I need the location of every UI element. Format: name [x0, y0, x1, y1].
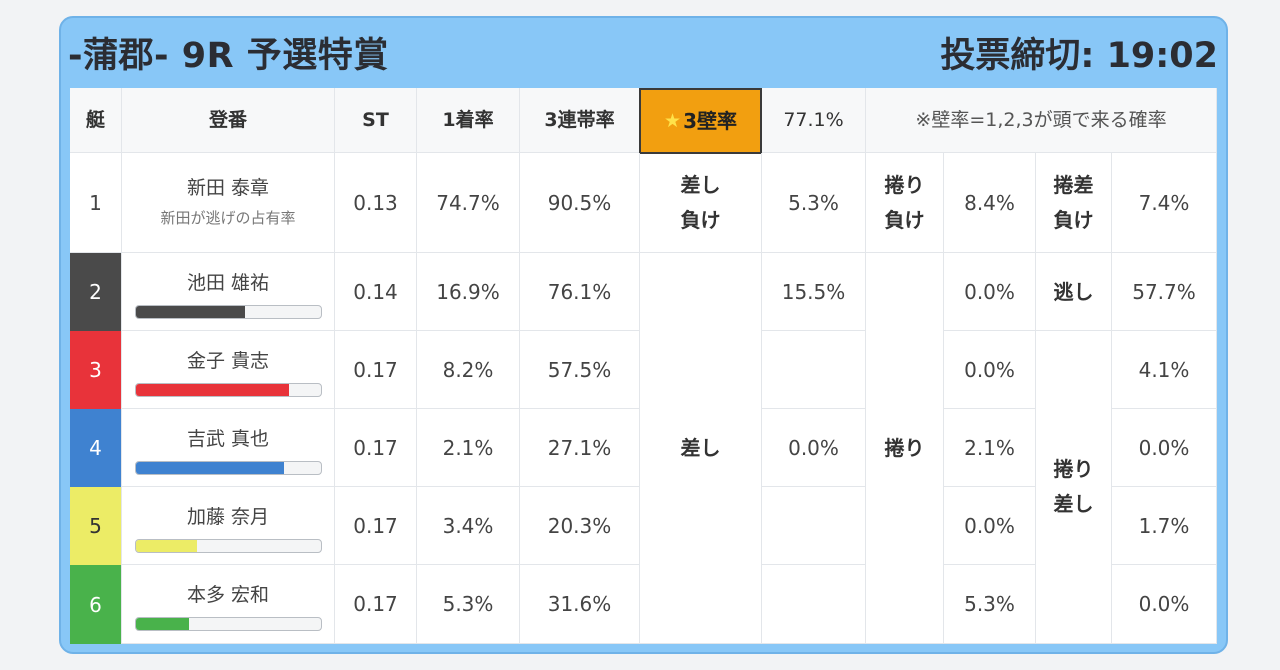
makurizashi-lose-label: 捲差 負け [1036, 153, 1112, 253]
player-name: 池田 雄祐 [186, 272, 270, 294]
win-rate-value: 2.1% [417, 409, 520, 487]
st-value: 0.17 [335, 409, 417, 487]
win-rate-value: 16.9% [417, 253, 520, 331]
player-name: 新田 泰章 [186, 177, 270, 200]
wall-rate-note: ※壁率=1,2,3が頭で来る確率 [866, 88, 1217, 153]
sashi-empty-5 [762, 487, 866, 565]
boat-number-5: 5 [70, 487, 122, 565]
share-bar [134, 538, 322, 553]
col-header-st: ST [335, 88, 417, 153]
boat-number-6: 6 [70, 565, 122, 644]
col-header-boat: 艇 [70, 88, 122, 153]
share-bar-fill [135, 383, 290, 396]
share-bar-fill [135, 539, 197, 552]
boat-number-4: 4 [70, 409, 122, 487]
share-bar [134, 382, 322, 397]
makuri-value-4: 2.1% [944, 409, 1036, 487]
st-value: 0.17 [335, 331, 417, 409]
st-value: 0.14 [335, 253, 417, 331]
sashi-empty-3 [762, 331, 866, 409]
win-rate-value: 3.4% [417, 487, 520, 565]
player-cell-3: 金子 貴志 [122, 331, 335, 409]
boat-number-1: 1 [70, 153, 122, 253]
top3-rate-value: 31.6% [520, 565, 640, 644]
nige-label: 逃し [1036, 253, 1112, 331]
voting-deadline: 投票締切: 19:02 [940, 36, 1218, 76]
makuri-value-3: 0.0% [944, 331, 1036, 409]
makuri-lose-label: 捲り 負け [866, 153, 944, 253]
makurizashi-value-4: 0.0% [1112, 409, 1217, 487]
player-name: 金子 貴志 [186, 350, 270, 372]
nige-value: 57.7% [1112, 253, 1217, 331]
share-bar-fill [135, 617, 190, 630]
win-rate-value: 8.2% [417, 331, 520, 409]
wall-rate-value: 77.1% [762, 88, 866, 153]
st-value: 0.17 [335, 487, 417, 565]
top3-rate-value: 76.1% [520, 253, 640, 331]
deadline-time: 19:02 [1106, 36, 1218, 76]
share-bar [134, 304, 322, 319]
makuri-value-2: 0.0% [944, 253, 1036, 331]
boat-number-3: 3 [70, 331, 122, 409]
player-cell-1: 新田 泰章 新田が逃げの占有率 [122, 153, 335, 253]
sashi-value-4: 0.0% [762, 409, 866, 487]
player-cell-6: 本多 宏和 [122, 565, 335, 644]
col-header-win-rate: 1着率 [417, 88, 520, 153]
star-icon: ★ [664, 109, 682, 132]
makurizashi-value-3: 4.1% [1112, 331, 1217, 409]
st-value: 0.13 [335, 153, 417, 253]
escape-share-label: 新田が逃げの占有率 [160, 209, 296, 228]
sashi-lose-value: 5.3% [762, 153, 866, 253]
makurizashi-label: 捲り 差し [1036, 331, 1112, 644]
race-title: -蒲郡- 9R 予選特賞 [68, 36, 389, 76]
st-value: 0.17 [335, 565, 417, 644]
boat-number-2: 2 [70, 253, 122, 331]
share-bar-fill [135, 305, 245, 318]
sashi-lose-label: 差し 負け [640, 153, 762, 253]
share-bar [134, 460, 322, 475]
makurizashi-value-5: 1.7% [1112, 487, 1217, 565]
sashi-value-2: 15.5% [762, 253, 866, 331]
top3-rate-value: 57.5% [520, 331, 640, 409]
player-cell-4: 吉武 真也 [122, 409, 335, 487]
deadline-label: 投票締切: [940, 36, 1095, 76]
player-cell-5: 加藤 奈月 [122, 487, 335, 565]
race-table: 艇 登番 ST 1着率 3連帯率 ★ 3壁率 77.1% ※壁率=1,2,3が頭で… [70, 88, 1217, 644]
player-name: 加藤 奈月 [186, 506, 270, 528]
player-cell-2: 池田 雄祐 [122, 253, 335, 331]
win-rate-value: 5.3% [417, 565, 520, 644]
makuri-value-6: 5.3% [944, 565, 1036, 644]
player-name: 吉武 真也 [186, 428, 270, 450]
col-header-player: 登番 [122, 88, 335, 153]
makuri-label: 捲り [866, 253, 944, 644]
makuri-value-5: 0.0% [944, 487, 1036, 565]
sashi-empty-6 [762, 565, 866, 644]
share-bar [134, 616, 322, 631]
col-header-top3-rate: 3連帯率 [520, 88, 640, 153]
wall-rate-header: ★ 3壁率 [639, 88, 762, 154]
wall-rate-label: 3壁率 [683, 109, 737, 133]
top3-rate-value: 20.3% [520, 487, 640, 565]
makurizashi-value-6: 0.0% [1112, 565, 1217, 644]
share-bar-fill [135, 461, 284, 474]
win-rate-value: 74.7% [417, 153, 520, 253]
makuri-lose-value: 8.4% [944, 153, 1036, 253]
top3-rate-value: 90.5% [520, 153, 640, 253]
player-name: 本多 宏和 [186, 584, 270, 606]
makurizashi-lose-value: 7.4% [1112, 153, 1217, 253]
sashi-label: 差し [640, 253, 762, 644]
top3-rate-value: 27.1% [520, 409, 640, 487]
